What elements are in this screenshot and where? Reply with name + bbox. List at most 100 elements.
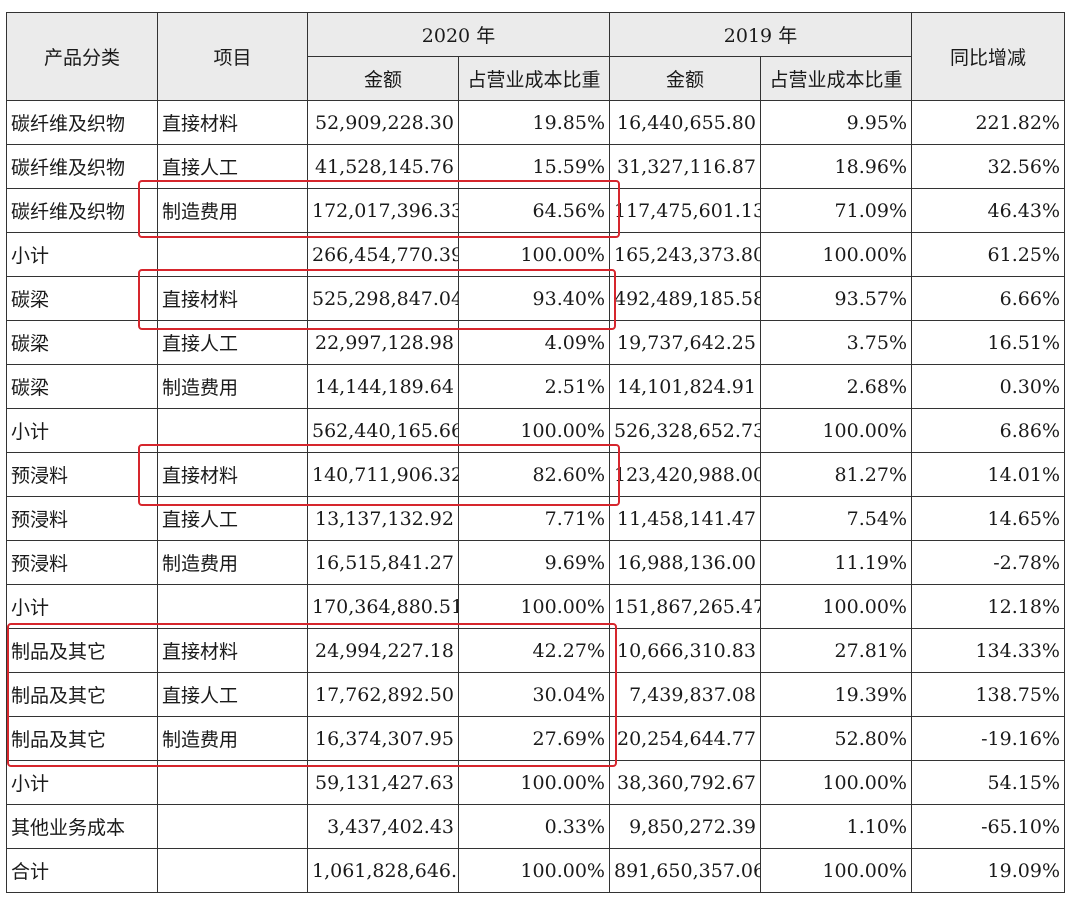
cell-ratio-2019: 2.68% — [760, 364, 912, 409]
header-year-2020: 2020 年 — [307, 12, 610, 57]
cell-yoy: 221.82% — [911, 100, 1065, 145]
cell-category: 小计 — [6, 760, 158, 805]
cell-ratio-2019: 27.81% — [760, 628, 912, 673]
cell-category: 小计 — [6, 408, 158, 453]
header-item: 项目 — [157, 12, 308, 101]
cell-ratio-2019: 81.27% — [760, 452, 912, 497]
cell-amount-2019: 7,439,837.08 — [609, 672, 761, 717]
cell-yoy: 61.25% — [911, 232, 1065, 277]
cell-amount-2020: 22,997,128.98 — [307, 320, 459, 365]
cell-yoy: -2.78% — [911, 540, 1065, 585]
cell-amount-2019: 19,737,642.25 — [609, 320, 761, 365]
cell-yoy: 46.43% — [911, 188, 1065, 233]
cell-category: 预浸料 — [6, 452, 158, 497]
cell-amount-2019: 31,327,116.87 — [609, 144, 761, 189]
cell-yoy: 16.51% — [911, 320, 1065, 365]
cell-amount-2019: 123,420,988.00 — [609, 452, 761, 497]
cell-item: 直接人工 — [157, 144, 308, 189]
cell-item: 制造费用 — [157, 716, 308, 761]
cell-yoy: 54.15% — [911, 760, 1065, 805]
cell-ratio-2020: 100.00% — [458, 848, 610, 893]
cell-ratio-2020: 9.69% — [458, 540, 610, 585]
table-row: 预浸料 制造费用 16,515,841.27 9.69% 16,988,136.00 11… — [6, 540, 1065, 585]
cell-ratio-2020: 93.40% — [458, 276, 610, 321]
cell-amount-2019: 10,666,310.83 — [609, 628, 761, 673]
cell-ratio-2019: 19.39% — [760, 672, 912, 717]
cell-yoy: 19.09% — [911, 848, 1065, 893]
cell-category: 预浸料 — [6, 540, 158, 585]
header-amount-2019: 金额 — [609, 56, 761, 101]
header-year-2019: 2019 年 — [609, 12, 912, 57]
cell-item: 直接材料 — [157, 452, 308, 497]
table-row: 预浸料 直接人工 13,137,132.92 7.71% 11,458,141.47 7.… — [6, 496, 1065, 541]
table-row: 碳梁 直接人工 22,997,128.98 4.09% 19,737,642.25 3.7… — [6, 320, 1065, 365]
cell-ratio-2020: 30.04% — [458, 672, 610, 717]
cell-item: 直接人工 — [157, 320, 308, 365]
header-ratio-2020: 占营业成本比重 — [458, 56, 610, 101]
cell-category: 其他业务成本 — [6, 804, 158, 849]
table-row: 制品及其它 制造费用 16,374,307.95 27.69% 20,254,644.7… — [6, 716, 1065, 761]
cell-category: 预浸料 — [6, 496, 158, 541]
cell-ratio-2019: 52.80% — [760, 716, 912, 761]
cell-item — [157, 408, 308, 453]
cell-ratio-2020: 7.71% — [458, 496, 610, 541]
table-row: 小计 266,454,770.39 100.00% 165,243,373.80 100… — [6, 232, 1065, 277]
cell-item: 直接材料 — [157, 628, 308, 673]
cell-item: 直接材料 — [157, 100, 308, 145]
cell-category: 碳梁 — [6, 320, 158, 365]
table-row: 预浸料 直接材料 140,711,906.32 82.60% 123,420,988.0… — [6, 452, 1065, 497]
cell-category: 碳纤维及织物 — [6, 144, 158, 189]
cell-amount-2019: 38,360,792.67 — [609, 760, 761, 805]
cell-amount-2019: 891,650,357.06 — [609, 848, 761, 893]
cell-item — [157, 584, 308, 629]
cell-ratio-2019: 100.00% — [760, 584, 912, 629]
cell-ratio-2020: 19.85% — [458, 100, 610, 145]
cell-amount-2019: 16,988,136.00 — [609, 540, 761, 585]
header-ratio-2019: 占营业成本比重 — [760, 56, 912, 101]
cell-item: 制造费用 — [157, 540, 308, 585]
cell-amount-2020: 52,909,228.30 — [307, 100, 459, 145]
header-amount-2020: 金额 — [307, 56, 459, 101]
table-row: 小计 170,364,880.51 100.00% 151,867,265.47 100… — [6, 584, 1065, 629]
cell-amount-2020: 17,762,892.50 — [307, 672, 459, 717]
cell-amount-2020: 16,374,307.95 — [307, 716, 459, 761]
cost-table-container: 产品分类 项目 2020 年 2019 年 同比增减 金额 占营业成本比重 金额… — [6, 12, 1065, 893]
cell-ratio-2020: 4.09% — [458, 320, 610, 365]
cell-amount-2020: 16,515,841.27 — [307, 540, 459, 585]
cell-category: 碳纤维及织物 — [6, 100, 158, 145]
cell-amount-2019: 11,458,141.47 — [609, 496, 761, 541]
cell-amount-2019: 9,850,272.39 — [609, 804, 761, 849]
cell-ratio-2020: 42.27% — [458, 628, 610, 673]
cell-yoy: 6.86% — [911, 408, 1065, 453]
cell-amount-2020: 3,437,402.43 — [307, 804, 459, 849]
cell-yoy: 138.75% — [911, 672, 1065, 717]
cell-ratio-2019: 71.09% — [760, 188, 912, 233]
cell-item: 直接材料 — [157, 276, 308, 321]
cell-item — [157, 760, 308, 805]
cell-amount-2020: 140,711,906.32 — [307, 452, 459, 497]
cell-item — [157, 848, 308, 893]
cell-ratio-2020: 15.59% — [458, 144, 610, 189]
cell-category: 制品及其它 — [6, 672, 158, 717]
table-row: 合计1,061,828,646.62100.00%891,650,357.061… — [6, 848, 1065, 893]
cell-amount-2020: 266,454,770.39 — [307, 232, 459, 277]
cell-amount-2020: 170,364,880.51 — [307, 584, 459, 629]
cell-yoy: -65.10% — [911, 804, 1065, 849]
table-row: 碳纤维及织物 直接材料 52,909,228.30 19.85% 16,440,655.… — [6, 100, 1065, 145]
cell-item: 制造费用 — [157, 188, 308, 233]
cell-category: 合计 — [6, 848, 158, 893]
cell-ratio-2020: 82.60% — [458, 452, 610, 497]
cell-amount-2020: 24,994,227.18 — [307, 628, 459, 673]
cell-amount-2019: 151,867,265.47 — [609, 584, 761, 629]
header-row-sub: 金额 占营业成本比重 金额 占营业成本比重 — [7, 56, 1065, 101]
cell-item: 直接人工 — [157, 496, 308, 541]
cell-ratio-2019: 3.75% — [760, 320, 912, 365]
cell-amount-2020: 59,131,427.63 — [307, 760, 459, 805]
cell-yoy: 0.30% — [911, 364, 1065, 409]
cell-yoy: 14.65% — [911, 496, 1065, 541]
cell-ratio-2020: 2.51% — [458, 364, 610, 409]
cell-amount-2020: 525,298,847.04 — [307, 276, 459, 321]
table-row: 碳纤维及织物 制造费用 172,017,396.33 64.56% 117,475,60… — [6, 188, 1065, 233]
cell-yoy: 134.33% — [911, 628, 1065, 673]
cell-amount-2020: 14,144,189.64 — [307, 364, 459, 409]
